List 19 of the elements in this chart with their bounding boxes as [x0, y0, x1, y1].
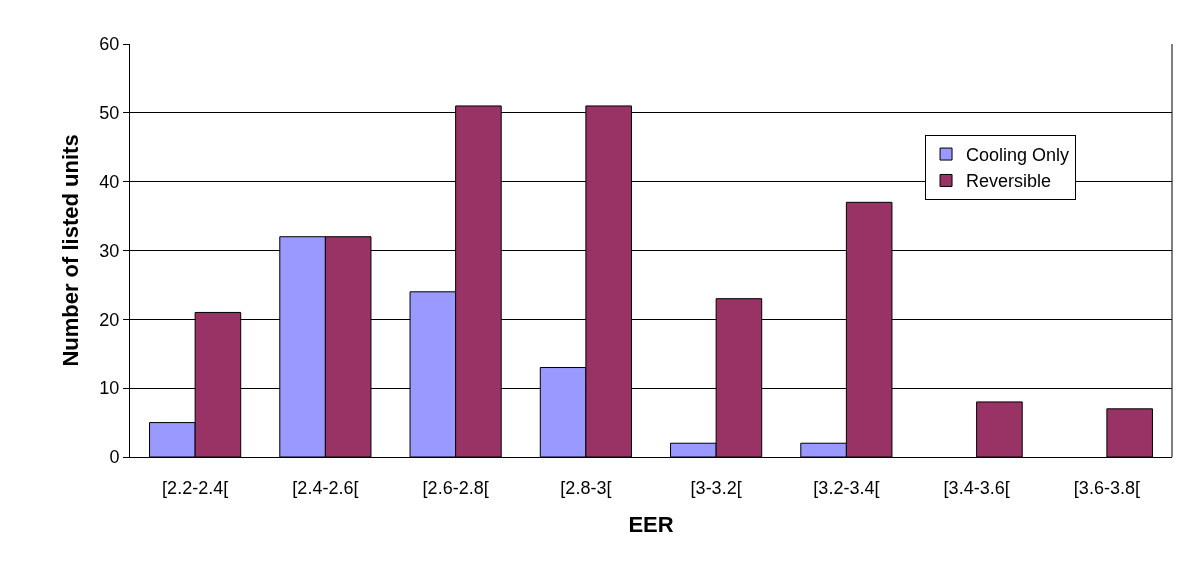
x-tick-label: [3.2-3.4[	[813, 477, 880, 498]
y-tick-label: 0	[109, 447, 120, 468]
y-tick-label: 30	[99, 240, 120, 261]
y-tick-label: 10	[99, 378, 120, 399]
y-tick-label: 60	[99, 34, 120, 55]
x-tick-label: [3-3.2[	[690, 477, 742, 498]
x-tick-label: [2.4-2.6[	[292, 477, 359, 498]
x-axis-title: EER	[628, 512, 674, 538]
legend-label: Cooling Only	[966, 145, 1070, 166]
y-tick-label: 20	[99, 309, 120, 330]
legend-label: Reversible	[966, 171, 1052, 192]
y-axis-title: Number of listed units	[58, 134, 84, 367]
y-tick-label: 50	[99, 103, 120, 124]
x-tick-label: [3.4-3.6[	[943, 477, 1010, 498]
x-tick-label: [2.8-3[	[560, 477, 612, 498]
x-tick-label: [2.6-2.8[	[422, 477, 489, 498]
y-tick-label: 40	[99, 171, 120, 192]
x-tick-label: [3.6-3.8[	[1073, 477, 1140, 498]
x-tick-label: [2.2-2.4[	[162, 477, 229, 498]
